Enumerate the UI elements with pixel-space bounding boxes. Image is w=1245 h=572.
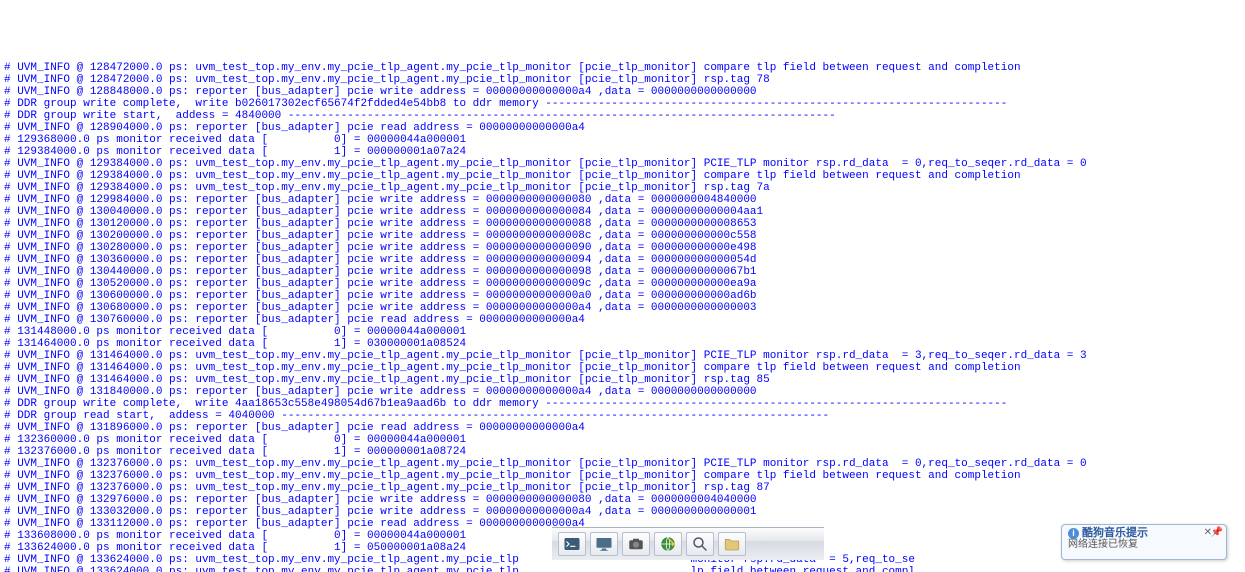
log-line: # UVM_INFO @ 129384000.0 ps: uvm_test_to… — [4, 158, 1241, 170]
log-line: # UVM_INFO @ 131840000.0 ps: reporter [b… — [4, 386, 1241, 398]
log-line: # UVM_INFO @ 130760000.0 ps: reporter [b… — [4, 314, 1241, 326]
log-line: # UVM_INFO @ 128848000.0 ps: reporter [b… — [4, 86, 1241, 98]
log-line: # DDR group write complete, write 4aa186… — [4, 398, 1241, 410]
log-line: # UVM_INFO @ 132376000.0 ps: uvm_test_to… — [4, 458, 1241, 470]
camera-icon — [627, 535, 645, 553]
log-line: # UVM_INFO @ 128472000.0 ps: uvm_test_to… — [4, 62, 1241, 74]
log-line: # DDR group write complete, write b02601… — [4, 98, 1241, 110]
log-line: # DDR group write start, addess = 484000… — [4, 110, 1241, 122]
log-line: # DDR group read start, addess = 4040000… — [4, 410, 1241, 422]
log-line: # UVM_INFO @ 130360000.0 ps: reporter [b… — [4, 254, 1241, 266]
log-line: # 129384000.0 ps monitor received data [… — [4, 146, 1241, 158]
log-line: # UVM_INFO @ 130680000.0 ps: reporter [b… — [4, 302, 1241, 314]
terminal-icon — [563, 535, 581, 553]
globe-icon — [659, 535, 677, 553]
log-line: # UVM_INFO @ 133624000.0 ps: uvm_test_to… — [4, 566, 1241, 572]
log-output: # UVM_INFO @ 128472000.0 ps: uvm_test_to… — [0, 60, 1245, 572]
log-line: # UVM_INFO @ 131464000.0 ps: uvm_test_to… — [4, 362, 1241, 374]
log-line: # UVM_INFO @ 131464000.0 ps: uvm_test_to… — [4, 374, 1241, 386]
log-line: # UVM_INFO @ 130280000.0 ps: reporter [b… — [4, 242, 1241, 254]
log-line: # UVM_INFO @ 130440000.0 ps: reporter [b… — [4, 266, 1241, 278]
log-line: # UVM_INFO @ 132376000.0 ps: uvm_test_to… — [4, 470, 1241, 482]
log-line: # UVM_INFO @ 131896000.0 ps: reporter [b… — [4, 422, 1241, 434]
log-line: # UVM_INFO @ 128904000.0 ps: reporter [b… — [4, 122, 1241, 134]
log-line: # UVM_INFO @ 129384000.0 ps: uvm_test_to… — [4, 170, 1241, 182]
log-line: # UVM_INFO @ 130520000.0 ps: reporter [b… — [4, 278, 1241, 290]
taskbar — [552, 527, 824, 560]
log-line: # 129368000.0 ps monitor received data [… — [4, 134, 1241, 146]
taskbar-app-3[interactable] — [622, 532, 650, 556]
log-line: # UVM_INFO @ 132976000.0 ps: reporter [b… — [4, 494, 1241, 506]
log-line: # UVM_INFO @ 128472000.0 ps: uvm_test_to… — [4, 74, 1241, 86]
notification-balloon[interactable]: ✕ 📌 i酷狗音乐提示 网络连接已恢复 — [1061, 524, 1227, 560]
folder-icon — [723, 535, 741, 553]
balloon-subtitle: 网络连接已恢复 — [1068, 539, 1220, 551]
log-line: # UVM_INFO @ 132376000.0 ps: uvm_test_to… — [4, 482, 1241, 494]
taskbar-app-5[interactable] — [686, 532, 714, 556]
log-line: # 131464000.0 ps monitor received data [… — [4, 338, 1241, 350]
log-line: # UVM_INFO @ 130040000.0 ps: reporter [b… — [4, 206, 1241, 218]
taskbar-app-2[interactable] — [590, 532, 618, 556]
search-icon — [691, 535, 709, 553]
taskbar-app-1[interactable] — [558, 532, 586, 556]
log-line: # UVM_INFO @ 130200000.0 ps: reporter [b… — [4, 230, 1241, 242]
log-line: # UVM_INFO @ 130120000.0 ps: reporter [b… — [4, 218, 1241, 230]
log-line: # UVM_INFO @ 129384000.0 ps: uvm_test_to… — [4, 182, 1241, 194]
taskbar-app-6[interactable] — [718, 532, 746, 556]
balloon-title: i酷狗音乐提示 — [1068, 527, 1220, 539]
log-line: # 132376000.0 ps monitor received data [… — [4, 446, 1241, 458]
log-line: # UVM_INFO @ 133032000.0 ps: reporter [b… — [4, 506, 1241, 518]
balloon-pin-icon[interactable]: 📌 — [1211, 527, 1223, 539]
taskbar-app-4[interactable] — [654, 532, 682, 556]
log-line: # 132360000.0 ps monitor received data [… — [4, 434, 1241, 446]
info-icon: i — [1068, 528, 1079, 539]
log-line: # UVM_INFO @ 131464000.0 ps: uvm_test_to… — [4, 350, 1241, 362]
monitor-icon — [595, 535, 613, 553]
log-line: # 131448000.0 ps monitor received data [… — [4, 326, 1241, 338]
log-line: # UVM_INFO @ 130600000.0 ps: reporter [b… — [4, 290, 1241, 302]
log-line: # UVM_INFO @ 129984000.0 ps: reporter [b… — [4, 194, 1241, 206]
